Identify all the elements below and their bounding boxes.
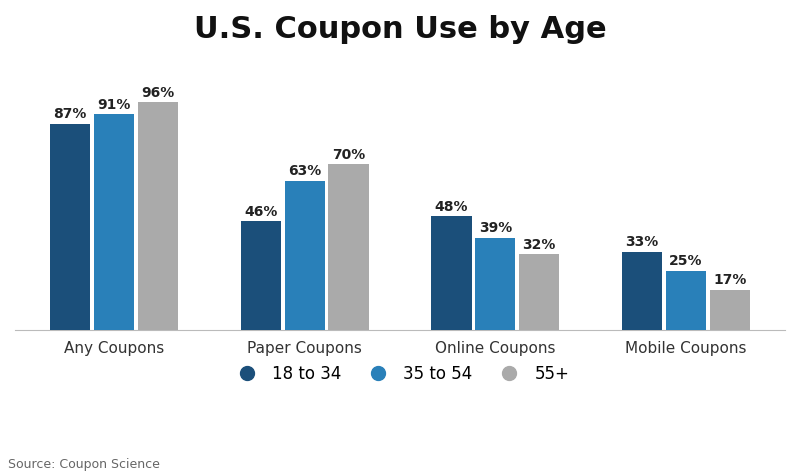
Text: 70%: 70% — [332, 148, 365, 162]
Text: 87%: 87% — [54, 108, 86, 121]
Text: Source: Coupon Science: Source: Coupon Science — [8, 458, 160, 471]
Text: 46%: 46% — [244, 205, 278, 218]
Bar — [666, 271, 706, 330]
Text: 25%: 25% — [670, 255, 703, 268]
Bar — [710, 290, 750, 330]
Bar — [94, 114, 134, 330]
Bar — [241, 221, 281, 330]
Text: 33%: 33% — [626, 236, 659, 249]
Text: 63%: 63% — [288, 164, 322, 178]
Bar — [285, 181, 325, 330]
Text: 91%: 91% — [98, 98, 130, 112]
Bar — [329, 164, 369, 330]
Text: 96%: 96% — [141, 86, 174, 100]
Text: 32%: 32% — [522, 238, 556, 252]
Bar — [519, 254, 559, 330]
Text: 39%: 39% — [478, 221, 512, 235]
Bar — [622, 252, 662, 330]
Title: U.S. Coupon Use by Age: U.S. Coupon Use by Age — [194, 15, 606, 44]
Legend: 18 to 34, 35 to 54, 55+: 18 to 34, 35 to 54, 55+ — [224, 358, 576, 390]
Bar — [431, 216, 471, 330]
Bar — [50, 124, 90, 330]
Text: 48%: 48% — [434, 200, 468, 214]
Bar — [475, 238, 515, 330]
Text: 17%: 17% — [714, 273, 746, 288]
Bar — [138, 102, 178, 330]
